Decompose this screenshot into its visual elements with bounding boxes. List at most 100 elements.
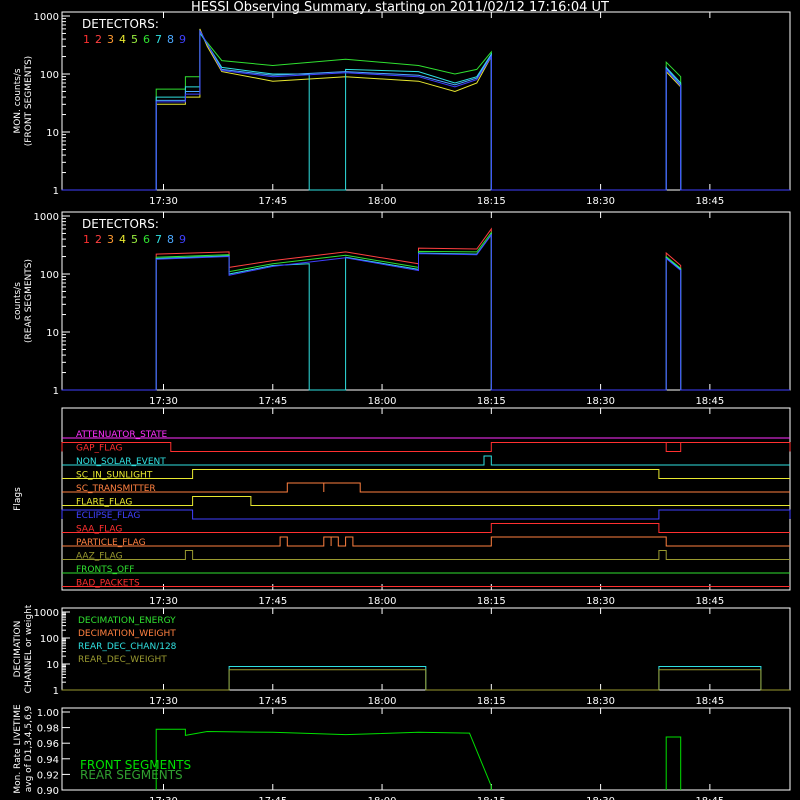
decimation-ytick-label: 1 — [53, 686, 59, 697]
flag-sc-in-sunlight-label: SC_IN_SUNLIGHT — [76, 471, 153, 481]
flag-eclipse-flag-label: ECLIPSE_FLAG — [76, 511, 140, 521]
front-legend-item: 1 — [83, 33, 90, 46]
flags-xtick-label: 18:00 — [368, 596, 397, 607]
decimation-xtick-label: 18:30 — [586, 696, 615, 707]
flag-non-solar-event-line — [62, 455, 790, 466]
rear-legend-item: 6 — [143, 233, 150, 246]
front-frame — [61, 11, 791, 191]
flag-eclipse-flag-line — [61, 509, 791, 520]
front-legend-item: 3 — [107, 33, 114, 46]
livetime-xtick-label: 17:45 — [258, 796, 287, 800]
page-title: HESSI Observing Summary, starting on 201… — [191, 0, 609, 15]
front-xtick-label: 18:45 — [695, 196, 724, 207]
rear-xtick-label: 18:15 — [477, 396, 506, 407]
flag-saa-flag-label: SAA_FLAG — [76, 525, 122, 535]
rear-ytick-label: 10 — [46, 328, 59, 339]
flag-non-solar-event-label: NON_SOLAR_EVENT — [76, 457, 166, 467]
livetime-xtick-label: 17:30 — [149, 796, 178, 800]
decimation-ylabel: CHANNEL or weight — [24, 604, 34, 693]
livetime-series-front-segments — [155, 728, 492, 790]
livetime-frame — [61, 707, 791, 791]
decimation-legend-item: REAR_DEC_WEIGHT — [78, 655, 167, 665]
flag-aaz-flag-line — [62, 550, 790, 560]
flag-sc-transmitter-label: SC_TRANSMITTER — [76, 484, 156, 494]
rear-legend-item: 3 — [107, 233, 114, 246]
flag-gap-flag-label: GAP_FLAG — [76, 444, 122, 454]
livetime-legend-item: REAR SEGMENTS — [80, 768, 183, 782]
front-ytick-label: 100 — [40, 70, 59, 81]
front-series-9 — [61, 30, 790, 191]
decimation-ytick-label: 1000 — [34, 608, 59, 619]
flags-xtick-label: 17:30 — [149, 596, 178, 607]
flags-xtick-label: 17:45 — [258, 596, 287, 607]
rear-legend-title: DETECTORS: — [82, 217, 159, 231]
livetime-legend-item: FRONT SEGMENTS — [80, 758, 191, 772]
decimation-legend-item: DECIMATION_WEIGHT — [78, 629, 176, 639]
front-legend-item: 7 — [155, 33, 162, 46]
livetime-xtick-label: 18:30 — [586, 796, 615, 800]
front-ylabel: MON. counts/s — [13, 68, 23, 133]
flag-sc-in-sunlight-line — [62, 469, 790, 479]
livetime-xtick-label: 18:45 — [695, 796, 724, 800]
rear-ytick-label: 100 — [40, 270, 59, 281]
front-xtick-label: 18:30 — [586, 196, 615, 207]
flag-sc-transmitter-line — [62, 482, 790, 493]
flag-saa-flag-line — [62, 523, 790, 533]
rear-ytick-label: 1000 — [34, 212, 59, 223]
flags-ylabel: Flags — [13, 487, 23, 511]
flags-xtick-label: 18:45 — [695, 596, 724, 607]
front-legend-item: 5 — [131, 33, 138, 46]
rear-legend-item: 1 — [83, 233, 90, 246]
flag-particle-flag-label: PARTICLE_FLAG — [76, 538, 146, 548]
rear-legend-item: 4 — [119, 233, 126, 246]
rear-xtick-label: 18:45 — [695, 396, 724, 407]
front-legend-item: 8 — [167, 33, 174, 46]
flag-flare-flag-label: FLARE_FLAG — [76, 498, 132, 508]
livetime-series-front-segments — [665, 736, 682, 790]
front-ytick-label: 10 — [46, 128, 59, 139]
decimation-legend-item: DECIMATION_ENERGY — [78, 616, 176, 626]
livetime-ytick-label: 0.90 — [37, 786, 59, 797]
flag-gap-flag-dip — [665, 442, 682, 452]
livetime-ytick-label: 0.94 — [37, 755, 59, 766]
decimation-ytick-label: 10 — [46, 660, 59, 671]
flag-bad-packets-label: BAD_PACKETS — [76, 579, 140, 589]
front-ytick-label: 1 — [53, 186, 59, 197]
decimation-xtick-label: 17:45 — [258, 696, 287, 707]
livetime-ytick-label: 0.96 — [37, 739, 59, 750]
flags-xtick-label: 18:30 — [586, 596, 615, 607]
flag-gap-flag-line — [61, 442, 791, 452]
rear-legend-item: 5 — [131, 233, 138, 246]
rear-legend-item: 7 — [155, 233, 162, 246]
rear-xtick-label: 18:00 — [368, 396, 397, 407]
front-legend-item: 6 — [143, 33, 150, 46]
rear-ytick-label: 1 — [53, 386, 59, 397]
front-ytick-label: 1000 — [34, 12, 59, 23]
flag-aaz-flag-label: AAZ_FLAG — [76, 552, 123, 562]
decimation-legend-item: REAR_DEC_CHAN/128 — [78, 642, 177, 652]
front-xtick-label: 17:45 — [258, 196, 287, 207]
rear-legend-item: 2 — [95, 233, 102, 246]
decimation-xtick-label: 17:30 — [149, 696, 178, 707]
front-xtick-label: 17:30 — [149, 196, 178, 207]
decimation-series-rear-dec-weight — [61, 669, 790, 691]
livetime-xtick-label: 18:15 — [477, 796, 506, 800]
rear-ylabel: counts/s — [13, 282, 23, 320]
flags-frame — [61, 407, 791, 591]
rear-legend-item: 8 — [167, 233, 174, 246]
decimation-ylabel: DECIMATION — [13, 621, 23, 678]
rear-ylabel: (REAR SEGMENTS) — [24, 259, 34, 343]
rear-xtick-label: 18:30 — [586, 396, 615, 407]
rear-xtick-label: 17:45 — [258, 396, 287, 407]
decimation-xtick-label: 18:15 — [477, 696, 506, 707]
front-ylabel: (FRONT SEGMENTS) — [24, 56, 34, 146]
livetime-xtick-label: 18:00 — [368, 796, 397, 800]
front-legend-item: 4 — [119, 33, 126, 46]
rear-series-2 — [61, 227, 790, 391]
rear-xtick-label: 17:30 — [149, 396, 178, 407]
front-legend-item: 2 — [95, 33, 102, 46]
livetime-ytick-label: 1.00 — [37, 708, 59, 719]
decimation-xtick-label: 18:45 — [695, 696, 724, 707]
rear-series-6 — [61, 230, 790, 391]
